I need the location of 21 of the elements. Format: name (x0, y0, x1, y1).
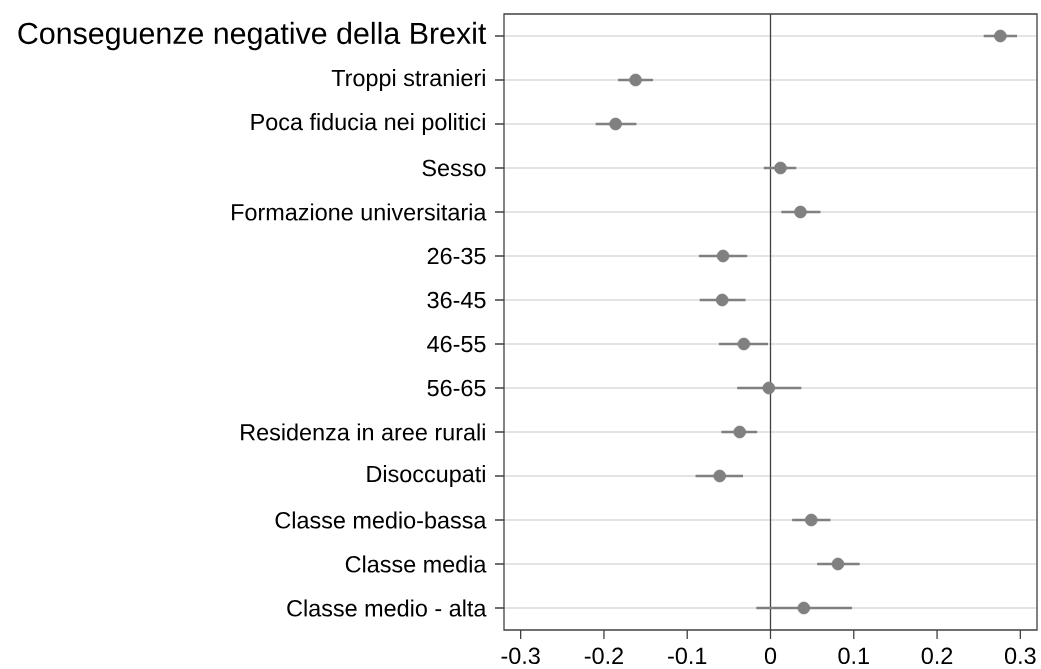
y-tick-label: Classe media (345, 555, 487, 573)
x-tick-label: 0.1 (838, 647, 869, 665)
y-tick-label: Disoccupati (367, 465, 485, 487)
x-tick-label: 0.2 (921, 647, 953, 665)
y-tick-label: Classe medio - alta (287, 599, 487, 617)
y-tick-label: Poca fiducia nei politici (251, 113, 485, 135)
x-tick-label: -0.3 (501, 647, 540, 665)
y-tick-label: Troppi stranieri (331, 69, 485, 91)
x-tick-label: -0.1 (668, 647, 707, 665)
y-tick-label: 26-35 (427, 247, 486, 265)
y-tick-label: Conseguenze negative della Brexit (18, 21, 487, 51)
y-tick-label: 46-55 (427, 335, 486, 353)
x-tick-label: -0.2 (584, 647, 623, 665)
y-tick-label: Classe medio-bassa (275, 511, 487, 529)
y-tick-label: 56-65 (427, 379, 486, 397)
y-tick-label: 36-45 (427, 291, 486, 309)
y-tick-label: Formazione universitaria (232, 203, 487, 221)
x-tick-label: 0.3 (1004, 647, 1036, 665)
y-tick-label: Sesso (422, 159, 486, 177)
y-tick-label: Residenza in aree rurali (241, 423, 485, 441)
x-tick-label: 0 (764, 647, 777, 665)
